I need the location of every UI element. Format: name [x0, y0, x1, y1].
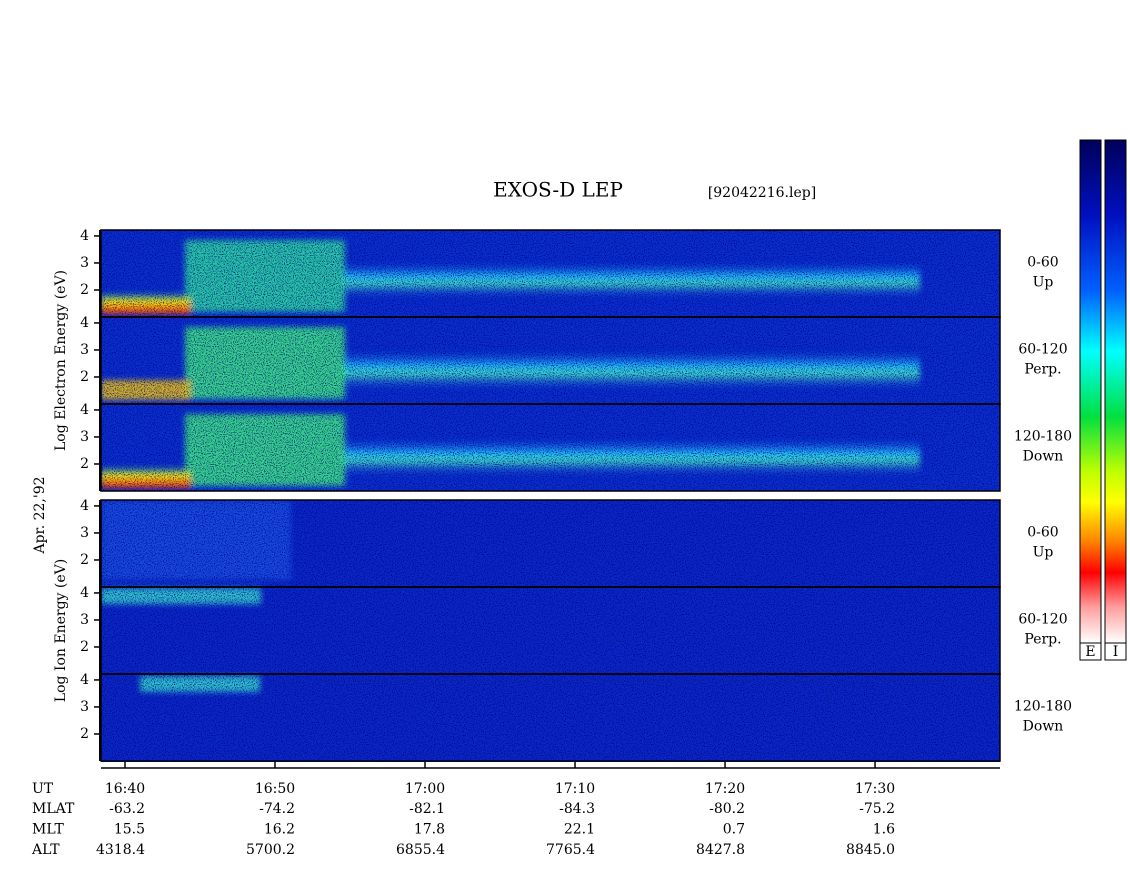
x-tick-label: 17:30 — [855, 781, 895, 797]
panel-range: 60-120 — [1018, 612, 1067, 628]
ephemeris-name: ALT — [31, 842, 60, 858]
y-tick-label: 4 — [80, 315, 89, 331]
ephemeris-value: -84.3 — [559, 801, 595, 817]
group-gap — [101, 491, 1000, 500]
panel-direction: Down — [1023, 449, 1064, 465]
panel-range: 0-60 — [1027, 525, 1058, 541]
y-tick-label: 3 — [80, 429, 89, 445]
y-tick-label: 4 — [80, 228, 89, 244]
ephemeris-value: 7765.4 — [546, 842, 595, 858]
date-label: Apr. 22,'92 — [32, 476, 48, 554]
ephemeris-value: 16.2 — [264, 822, 295, 838]
x-tick-label: 16:40 — [105, 781, 145, 797]
x-tick-label: 17:10 — [555, 781, 595, 797]
colorbar — [1104, 139, 1127, 644]
ephemeris-value: 5700.2 — [246, 842, 295, 858]
ephemeris-name: MLT — [32, 822, 64, 838]
file-label: [92042216.lep] — [708, 185, 816, 201]
y-tick-label: 2 — [80, 369, 89, 385]
ephemeris-value: 1.6 — [873, 822, 895, 838]
x-tick-label: 16:50 — [255, 781, 295, 797]
panel-direction: Up — [1033, 275, 1054, 291]
y-tick-label: 4 — [80, 498, 89, 514]
y-tick-label: 3 — [80, 255, 89, 271]
ephemeris-value: -63.2 — [109, 801, 145, 817]
ephemeris-value: 22.1 — [564, 822, 595, 838]
y-axis-label: Log Ion Energy (eV) — [53, 559, 69, 702]
chart-title: EXOS-D LEP — [493, 178, 623, 202]
y-axis-label: Log Electron Energy (eV) — [53, 270, 69, 451]
panel-direction: Down — [1023, 719, 1064, 735]
panel-range: 0-60 — [1027, 255, 1058, 271]
ephemeris-value: 15.5 — [114, 822, 145, 838]
y-tick-label: 4 — [80, 672, 89, 688]
y-tick-label: 3 — [80, 612, 89, 628]
y-tick-label: 2 — [80, 456, 89, 472]
colorbar-label: E — [1085, 644, 1095, 660]
ephemeris-value: 8845.0 — [846, 842, 895, 858]
y-tick-label: 3 — [80, 342, 89, 358]
ephemeris-value: 4318.4 — [96, 842, 145, 858]
x-tick-label: 17:00 — [405, 781, 445, 797]
colorbar-label-box — [1104, 642, 1127, 661]
colorbar-label: I — [1113, 644, 1119, 660]
y-tick-label: 3 — [80, 525, 89, 541]
panel-direction: Perp. — [1024, 362, 1061, 378]
panel-range: 60-120 — [1018, 342, 1067, 358]
ephemeris-value: 8427.8 — [696, 842, 745, 858]
panel-range: 120-180 — [1014, 429, 1072, 445]
ephemeris-value: -80.2 — [709, 801, 745, 817]
x-tick-label: 17:20 — [705, 781, 745, 797]
y-tick-label: 4 — [80, 585, 89, 601]
y-tick-label: 2 — [80, 639, 89, 655]
ephemeris-value: -82.1 — [409, 801, 445, 817]
colorbar — [1079, 139, 1102, 644]
time-header: UT — [32, 781, 54, 797]
panel-direction: Up — [1033, 545, 1054, 561]
y-tick-label: 2 — [80, 726, 89, 742]
ephemeris-value: -74.2 — [259, 801, 295, 817]
y-tick-label: 2 — [80, 282, 89, 298]
ephemeris-value: -75.2 — [859, 801, 895, 817]
panel-range: 120-180 — [1014, 699, 1072, 715]
y-tick-label: 2 — [80, 552, 89, 568]
ephemeris-value: 6855.4 — [396, 842, 445, 858]
ephemeris-value: 17.8 — [414, 822, 445, 838]
ephemeris-name: MLAT — [32, 801, 75, 817]
panel-direction: Perp. — [1024, 632, 1061, 648]
y-tick-label: 4 — [80, 402, 89, 418]
ephemeris-value: 0.7 — [723, 822, 745, 838]
colorbar-label-box — [1079, 642, 1102, 661]
y-tick-label: 3 — [80, 699, 89, 715]
